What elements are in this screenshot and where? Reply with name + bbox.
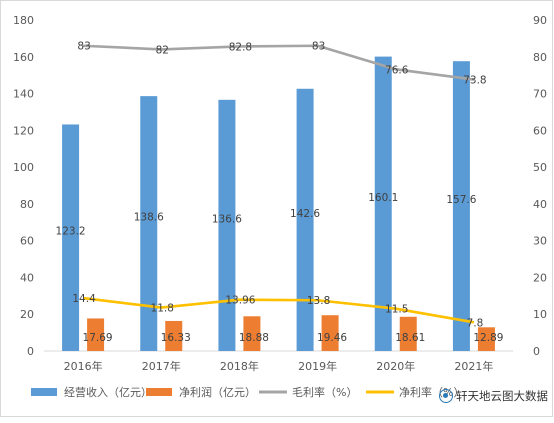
- y-right-tick-label: 60: [533, 124, 547, 137]
- y-left-tick-label: 20: [20, 308, 34, 321]
- y-right-tick-label: 30: [533, 235, 547, 248]
- y-left-tick-label: 160: [13, 51, 34, 64]
- net-margin-data-label: 11.8: [151, 303, 174, 315]
- revenue-data-label: 160.1: [368, 192, 398, 204]
- lines: [82, 44, 475, 324]
- x-tick-label: 2017年: [142, 359, 181, 373]
- legend: 经营收入（亿元） 净利润（亿元） 毛利率（%） 净利率（%）: [31, 385, 464, 399]
- revenue-bar: [218, 99, 236, 352]
- legend-label: 毛利率（%）: [292, 385, 357, 399]
- revenue-data-label: 138.6: [134, 212, 164, 224]
- y-left-tick-label: 60: [20, 235, 34, 248]
- y-right-tick-label: 10: [533, 308, 547, 321]
- gross-margin-data-label: 82: [156, 44, 169, 56]
- y-right-tick-label: 20: [533, 271, 547, 284]
- net-profit-bar: [87, 318, 105, 351]
- net-profit-data-label: 18.61: [395, 332, 425, 344]
- net-profit-data-label: 19.46: [317, 332, 347, 344]
- revenue-bar: [452, 61, 470, 352]
- legend-label: 净利润（亿元）: [179, 385, 256, 399]
- y-right-tick-label: 40: [533, 198, 547, 211]
- y-right-tick-label: 50: [533, 161, 547, 174]
- gross-margin-data-label: 83: [77, 41, 90, 53]
- y-right-tick-label: 0: [533, 345, 540, 358]
- y-right-tick-label: 80: [533, 51, 547, 64]
- watermark-text: 轩天地云图大数据: [456, 389, 548, 403]
- bars: [62, 56, 495, 352]
- x-tick-label: 2016年: [64, 359, 103, 373]
- x-tick-label: 2020年: [376, 359, 415, 373]
- x-tick-label: 2019年: [298, 359, 337, 373]
- y-left-tick-label: 140: [13, 88, 34, 101]
- legend-swatch: [31, 388, 57, 396]
- revenue-bar: [374, 56, 392, 352]
- net-margin-data-label: 13.96: [225, 295, 255, 307]
- y-left-tick-label: 100: [13, 161, 34, 174]
- net-profit-bar: [243, 316, 261, 351]
- net-margin-line: [82, 296, 475, 324]
- revenue-data-label: 136.6: [212, 213, 242, 225]
- gross-margin-line: [83, 44, 475, 81]
- axes: 0 20 40 60 80 100 120 140 160 180 0 10 20 30 40 50 60 70 8…: [13, 14, 547, 373]
- revenue-bar: [62, 124, 80, 352]
- y-right-tick-label: 70: [533, 88, 547, 101]
- net-profit-data-label: 18.88: [239, 332, 269, 344]
- net-margin-data-label: 7.8: [467, 317, 484, 329]
- net-profit-data-label: 12.89: [473, 332, 503, 344]
- revenue-data-label: 142.6: [290, 208, 320, 220]
- net-margin-data-label: 14.4: [72, 293, 96, 305]
- net-profit-data-label: 16.33: [161, 332, 191, 344]
- net-margin-data-label: 11.5: [385, 304, 408, 316]
- legend-swatch: [146, 388, 172, 396]
- gross-margin-data-label: 83: [312, 41, 325, 53]
- revenue-bar: [140, 96, 158, 351]
- net-profit-bar: [165, 320, 183, 351]
- watermark: 轩天地云图大数据: [439, 388, 548, 404]
- revenue-data-label: 123.2: [56, 226, 86, 238]
- x-tick-label: 2021年: [454, 359, 493, 373]
- gross-margin-data-label: 73.8: [463, 75, 486, 87]
- gross-margin-data-label: 82.8: [229, 41, 252, 53]
- data-labels: 123.2 138.6 136.6 142.6 160.1 157.6 17.69 16.33…: [56, 41, 504, 344]
- net-profit-bar: [477, 327, 495, 351]
- y-left-tick-label: 120: [13, 124, 34, 137]
- gross-margin-data-label: 76.6: [385, 64, 409, 76]
- wechat-logo-icon: [439, 389, 453, 403]
- y-left-tick-label: 40: [20, 271, 34, 284]
- y-right-tick-label: 90: [533, 14, 547, 27]
- net-profit-bar: [321, 315, 339, 351]
- net-profit-data-label: 17.69: [83, 332, 113, 344]
- y-left-tick-label: 80: [20, 198, 34, 211]
- legend-label: 经营收入（亿元）: [64, 385, 152, 399]
- net-margin-data-label: 13.8: [307, 295, 330, 307]
- revenue-bar: [296, 88, 314, 351]
- net-profit-bar: [399, 316, 417, 351]
- y-left-tick-label: 0: [27, 345, 34, 358]
- y-left-tick-label: 180: [13, 14, 34, 27]
- x-tick-label: 2018年: [220, 359, 259, 373]
- revenue-data-label: 157.6: [446, 194, 476, 206]
